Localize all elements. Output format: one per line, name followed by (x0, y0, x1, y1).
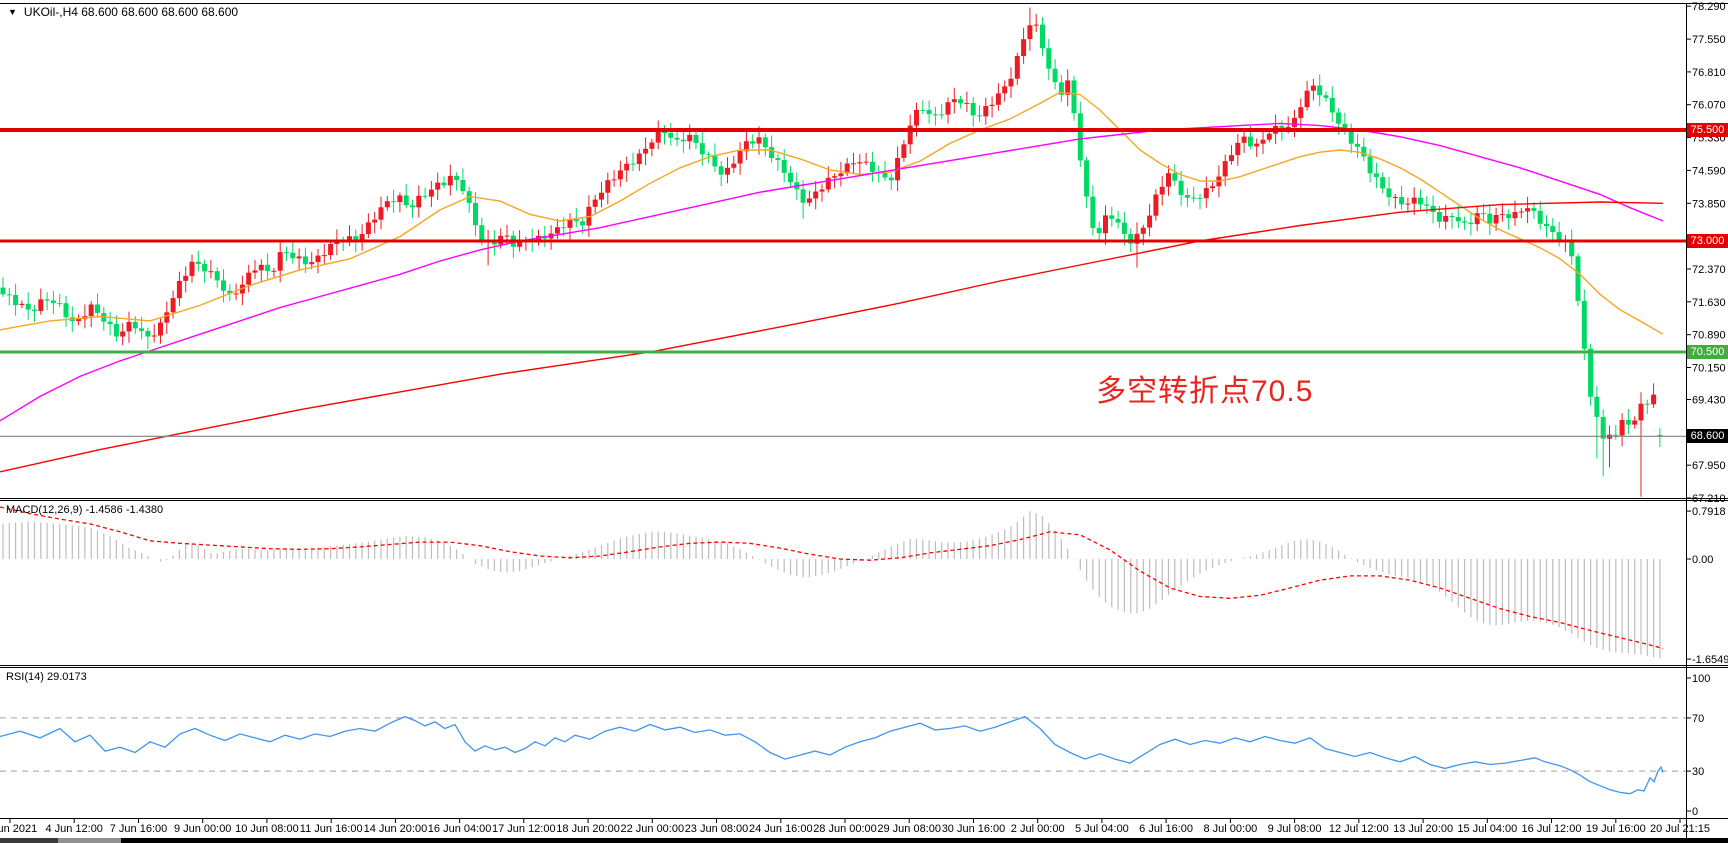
time-axis-label: 19 Jul 16:00 (1586, 823, 1646, 835)
chevron-down-icon[interactable]: ▼ (8, 7, 17, 17)
price-axis-label: 69.430 (1692, 395, 1726, 407)
macd-indicator-label: MACD(12,26,9) -1.4586 -1.4380 (6, 504, 164, 516)
time-axis-label: 30 Jun 16:00 (942, 823, 1006, 835)
price-axis-label: 70.150 (1692, 363, 1726, 375)
time-axis-label: 24 Jun 16:00 (749, 823, 813, 835)
time-axis-label: 18 Jun 20:00 (556, 823, 620, 835)
time-axis-label: 22 Jun 00:00 (620, 823, 684, 835)
price-badge-75500: 75.500 (1687, 123, 1728, 137)
price-axis-label: 77.550 (1692, 34, 1726, 46)
ma-mid-magenta (0, 122, 1664, 422)
time-axis-label: 28 Jun 00:00 (813, 823, 877, 835)
time-axis-label: 4 Jun 12:00 (45, 823, 103, 835)
rsi-axis-label: 70 (1692, 713, 1704, 725)
price-badge-73000: 73.000 (1687, 234, 1728, 248)
time-axis-label: 11 Jun 16:00 (300, 823, 363, 835)
macd-axis-label: 0.00 (1692, 554, 1713, 566)
price-axis-label: 76.070 (1692, 100, 1726, 112)
chinese-annotation-text: 多空转折点70.5 (1096, 375, 1314, 408)
rsi-line (0, 715, 1664, 795)
macd-axis-label: 0.7918 (1692, 506, 1726, 518)
time-axis-label: 14 Jun 20:00 (364, 823, 428, 835)
axis-ticks (1686, 5, 1691, 812)
time-axis-label: 8 Jul 00:00 (1203, 823, 1257, 835)
price-axis-label: 78.290 (1692, 1, 1726, 13)
time-axis-label: 6 Jul 16:00 (1139, 823, 1193, 835)
price-axis-label: 72.370 (1692, 264, 1726, 276)
panel-borders (0, 3, 1728, 838)
time-labels: 3 Jun 2021 4 Jun 12:00 7 Jun 16:00 9 Jun 00… (0, 823, 1710, 835)
rsi-axis-label: 0 (1692, 806, 1698, 818)
horizontal-scrollbar-thumb[interactable] (58, 838, 121, 843)
macd-histogram (2, 511, 1661, 659)
time-axis-label: 7 Jun 16:00 (110, 823, 168, 835)
price-axis-label: 76.810 (1692, 67, 1726, 79)
time-axis-label: 2 Jul 00:00 (1011, 823, 1065, 835)
horizontal-scrollbar-track (0, 838, 1728, 843)
price-axis-label: 71.630 (1692, 297, 1726, 309)
symbol-title-bar: ▼ UKOil-,H4 68.600 68.600 68.600 68.600 (8, 5, 238, 19)
time-axis-label: 3 Jun 2021 (0, 823, 37, 835)
macd-axis-label: -1.6549 (1692, 654, 1728, 666)
price-axis-label: 74.590 (1692, 165, 1726, 177)
time-axis-label: 17 Jun 12:00 (492, 823, 556, 835)
current-price-badge: 68.600 (1687, 429, 1728, 443)
chart-panes[interactable] (0, 3, 1686, 818)
time-axis-label: 20 Jul 21:15 (1650, 823, 1710, 835)
time-axis-label: 10 Jun 08:00 (235, 823, 299, 835)
rsi-axis-label: 30 (1692, 766, 1704, 778)
macd-signal-line (0, 506, 1664, 650)
time-axis-label: 5 Jul 04:00 (1075, 823, 1129, 835)
time-axis-label: 16 Jul 12:00 (1522, 823, 1582, 835)
price-badge-70500: 70.500 (1687, 345, 1728, 359)
price-axis-label: 67.210 (1692, 493, 1726, 505)
time-axis-label: 9 Jul 08:00 (1268, 823, 1322, 835)
symbol-ohlc-title: UKOil-,H4 68.600 68.600 68.600 68.600 (23, 5, 239, 19)
time-axis-label: 9 Jun 00:00 (174, 823, 232, 835)
price-axis-label: 67.950 (1692, 460, 1726, 472)
time-axis-label: 29 Jun 08:00 (877, 823, 941, 835)
ma-fast-orange (0, 91, 1664, 335)
scrollbar-left-segment (0, 838, 58, 843)
time-ticks (9, 819, 1681, 823)
price-axis-label: 70.890 (1692, 330, 1726, 342)
time-axis-label: 13 Jul 20:00 (1393, 823, 1453, 835)
time-axis-label: 12 Jul 12:00 (1329, 823, 1389, 835)
price-axis-label: 73.850 (1692, 198, 1726, 210)
rsi-axis-label: 100 (1692, 673, 1710, 685)
candles-layer (0, 7, 1663, 497)
time-axis-label: 16 Jun 04:00 (428, 823, 492, 835)
time-axis-label: 23 Jun 08:00 (685, 823, 749, 835)
ma-slow-red (0, 201, 1664, 473)
time-axis-label: 15 Jul 04:00 (1457, 823, 1517, 835)
rsi-indicator-label: RSI(14) 29.0173 (6, 671, 87, 683)
